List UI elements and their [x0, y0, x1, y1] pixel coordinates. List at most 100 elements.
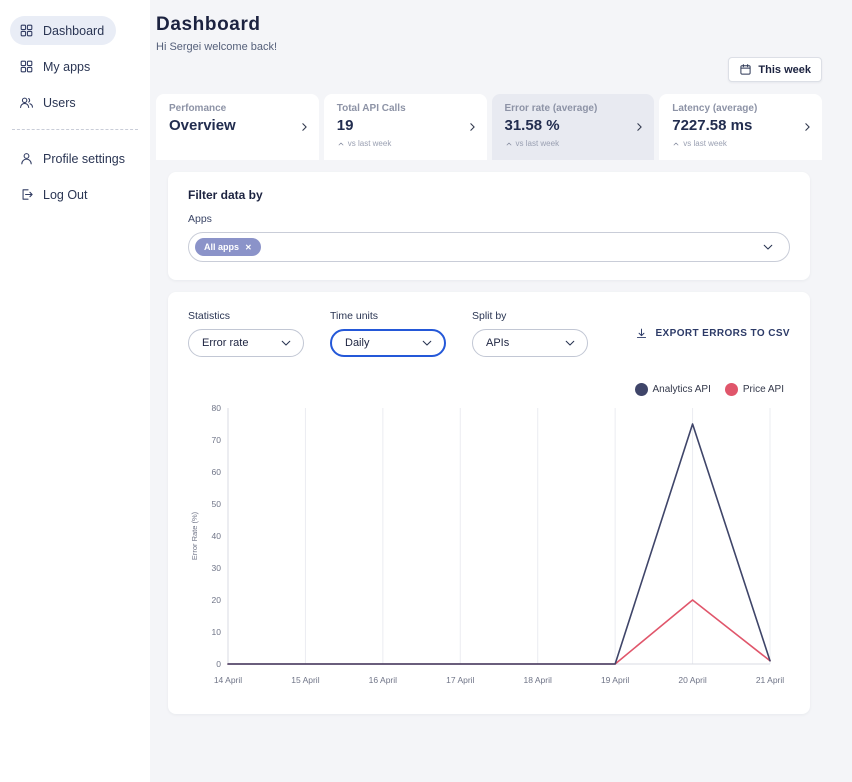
svg-text:17 April: 17 April [446, 675, 474, 685]
svg-text:20: 20 [212, 595, 222, 605]
chevron-down-icon [563, 336, 577, 350]
dashboard-grid-icon [19, 23, 34, 38]
stat-card-value: 19 [337, 117, 465, 134]
legend-dot-analytics [635, 383, 648, 396]
statistics-control: Statistics Error rate [188, 310, 304, 357]
this-week-label: This week [758, 64, 811, 76]
caret-up-icon [337, 140, 345, 148]
time-units-label: Time units [330, 310, 446, 322]
svg-text:40: 40 [212, 531, 222, 541]
sidebar-item-profile-settings[interactable]: Profile settings [10, 144, 137, 173]
sidebar-item-label: My apps [43, 60, 90, 74]
calendar-icon [739, 63, 752, 76]
logout-icon [19, 187, 34, 202]
stat-card-label: Total API Calls [337, 103, 465, 114]
export-errors-csv-button[interactable]: EXPORT ERRORS TO CSV [635, 327, 790, 340]
stat-card-value: 31.58 % [505, 117, 633, 134]
sidebar-item-my-apps[interactable]: My apps [10, 52, 102, 81]
error-rate-line-chart: 14 April15 April16 April17 April18 April… [188, 400, 784, 692]
svg-text:19 April: 19 April [601, 675, 629, 685]
svg-text:60: 60 [212, 467, 222, 477]
legend-label: Price API [743, 384, 784, 395]
split-by-select[interactable]: APIs [472, 329, 588, 357]
stat-card-trend: vs last week [337, 139, 465, 148]
apps-multiselect[interactable]: All apps ✕ [188, 232, 790, 262]
page-title: Dashboard [156, 14, 822, 36]
svg-text:14 April: 14 April [214, 675, 242, 685]
stat-cards-row: Perfomance Overview Total API Calls 19 v… [156, 94, 822, 160]
svg-text:50: 50 [212, 499, 222, 509]
chevron-down-icon [420, 336, 434, 350]
all-apps-chip[interactable]: All apps ✕ [195, 238, 261, 256]
chevron-right-icon [466, 121, 479, 134]
sidebar-item-label: Dashboard [43, 24, 104, 38]
chevron-right-icon [298, 121, 311, 134]
apps-field-label: Apps [188, 213, 790, 225]
sidebar-item-dashboard[interactable]: Dashboard [10, 16, 116, 45]
svg-text:15 April: 15 April [291, 675, 319, 685]
chart-controls-row: Statistics Error rate Time units Daily [188, 310, 790, 357]
legend-dot-price [725, 383, 738, 396]
time-units-select[interactable]: Daily [330, 329, 446, 357]
export-label: EXPORT ERRORS TO CSV [655, 328, 790, 339]
stat-card-trend: vs last week [672, 139, 800, 148]
sidebar-item-log-out[interactable]: Log Out [10, 180, 99, 209]
main-content: Dashboard Hi Sergei welcome back! This w… [150, 0, 852, 782]
chip-label: All apps [204, 242, 239, 252]
sidebar-item-users[interactable]: Users [10, 88, 88, 117]
stat-card-value: Overview [169, 117, 297, 134]
caret-up-icon [505, 140, 513, 148]
split-by-value: APIs [486, 337, 509, 349]
stat-card-label: Error rate (average) [505, 103, 633, 114]
sidebar-item-label: Profile settings [43, 152, 125, 166]
stat-card-value: 7227.58 ms [672, 117, 800, 134]
caret-up-icon [672, 140, 680, 148]
svg-text:70: 70 [212, 435, 222, 445]
apps-grid-icon [19, 59, 34, 74]
chart-panel: Statistics Error rate Time units Daily [168, 292, 810, 714]
svg-text:30: 30 [212, 563, 222, 573]
stat-card-error-rate[interactable]: Error rate (average) 31.58 % vs last wee… [492, 94, 655, 160]
download-icon [635, 327, 648, 340]
sidebar: Dashboard My apps Users Profile settings… [0, 0, 150, 782]
statistics-value: Error rate [202, 337, 248, 349]
welcome-message: Hi Sergei welcome back! [156, 41, 822, 53]
time-units-value: Daily [345, 337, 369, 349]
legend-label: Analytics API [653, 384, 711, 395]
chevron-down-icon [279, 336, 293, 350]
svg-text:80: 80 [212, 403, 222, 413]
svg-text:16 April: 16 April [369, 675, 397, 685]
stat-card-trend: vs last week [505, 139, 633, 148]
chevron-down-icon[interactable] [761, 240, 775, 254]
time-units-control: Time units Daily [330, 310, 446, 357]
svg-text:20 April: 20 April [678, 675, 706, 685]
this-week-button[interactable]: This week [728, 57, 822, 82]
sidebar-divider [12, 129, 138, 130]
filter-panel: Filter data by Apps All apps ✕ [168, 172, 810, 280]
stat-card-latency[interactable]: Latency (average) 7227.58 ms vs last wee… [659, 94, 822, 160]
profile-icon [19, 151, 34, 166]
stat-card-performance[interactable]: Perfomance Overview [156, 94, 319, 160]
chip-remove-icon[interactable]: ✕ [245, 243, 252, 252]
legend-item-analytics-api: Analytics API [635, 383, 711, 396]
svg-text:Error Rate (%): Error Rate (%) [190, 511, 199, 560]
chevron-right-icon [633, 121, 646, 134]
sidebar-item-label: Log Out [43, 188, 87, 202]
filter-panel-title: Filter data by [188, 188, 790, 202]
stat-card-label: Perfomance [169, 103, 297, 114]
split-by-control: Split by APIs [472, 310, 588, 357]
stat-card-total-api-calls[interactable]: Total API Calls 19 vs last week [324, 94, 487, 160]
chevron-right-icon [801, 121, 814, 134]
chart-legend: Analytics API Price API [188, 383, 790, 396]
stat-card-label: Latency (average) [672, 103, 800, 114]
statistics-label: Statistics [188, 310, 304, 322]
svg-text:21 April: 21 April [756, 675, 784, 685]
sidebar-item-label: Users [43, 96, 76, 110]
statistics-select[interactable]: Error rate [188, 329, 304, 357]
svg-text:0: 0 [216, 659, 221, 669]
users-icon [19, 95, 34, 110]
svg-text:10: 10 [212, 627, 222, 637]
split-by-label: Split by [472, 310, 588, 322]
legend-item-price-api: Price API [725, 383, 784, 396]
chart-area: 14 April15 April16 April17 April18 April… [188, 400, 790, 692]
